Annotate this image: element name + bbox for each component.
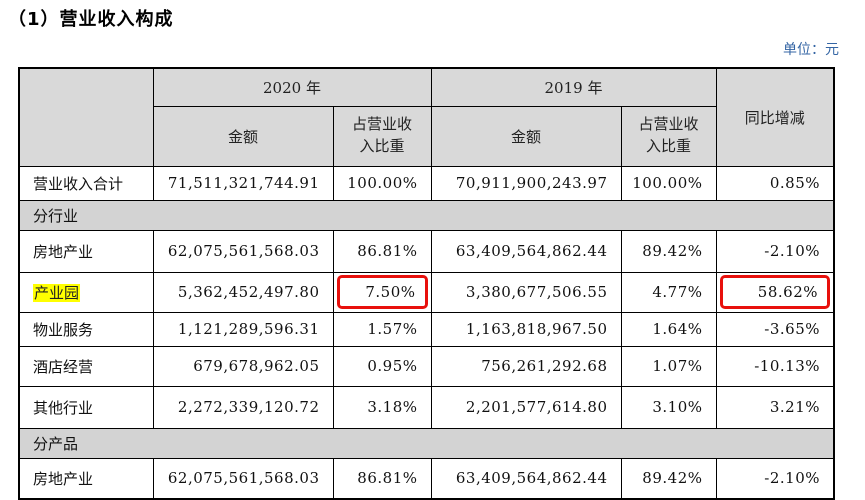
section-row-by-industry: 分行业: [18, 199, 835, 231]
share-2020: 0.95%: [332, 345, 432, 387]
table-row: 房地产业 62,075,561,568.03 86.81% 63,409,564…: [18, 229, 835, 273]
table-row-industrial-park: 产业园 5,362,452,497.80 7.50% 3,380,677,506…: [18, 271, 835, 313]
yoy-change: 3.21%: [715, 385, 835, 429]
header-share-2020-text: 占营业收入比重: [351, 115, 412, 155]
table-row: 营业收入合计 71,511,321,744.91 100.00% 70,911,…: [18, 165, 835, 201]
share-2020: 1.57%: [332, 311, 432, 347]
unit-label: 单位：元: [783, 42, 839, 58]
amount-2020: 62,075,561,568.03: [152, 457, 334, 500]
share-2020-value: 7.50%: [365, 283, 416, 301]
share-2019: 1.64%: [620, 311, 717, 347]
share-2019: 100.00%: [620, 165, 717, 201]
row-label: 产业园: [18, 271, 154, 313]
share-2020: 3.18%: [332, 385, 432, 429]
row-label: 物业服务: [18, 311, 154, 347]
section-label: 分产品: [18, 427, 835, 459]
yoy-change: 58.62%: [715, 271, 835, 313]
amount-2020: 62,075,561,568.03: [152, 229, 334, 273]
share-2019: 89.42%: [620, 229, 717, 273]
table-row: 酒店经营 679,678,962.05 0.95% 756,261,292.68…: [18, 345, 835, 387]
amount-2020: 2,272,339,120.72: [152, 385, 334, 429]
share-2020: 7.50%: [332, 271, 432, 313]
section-label: 分行业: [18, 199, 835, 231]
amount-2020: 71,511,321,744.91: [152, 165, 334, 201]
share-2020: 100.00%: [332, 165, 432, 201]
row-label: 营业收入合计: [18, 165, 154, 201]
amount-2019: 63,409,564,862.44: [430, 229, 622, 273]
page-title: （1）营业收入构成: [8, 9, 174, 30]
amount-2020: 1,121,289,596.31: [152, 311, 334, 347]
row-label: 酒店经营: [18, 345, 154, 387]
amount-2019: 70,911,900,243.97: [430, 165, 622, 201]
row-label: 其他行业: [18, 385, 154, 429]
amount-2019: 756,261,292.68: [430, 345, 622, 387]
share-2019: 3.10%: [620, 385, 717, 429]
red-annotation-box: 7.50%: [336, 275, 428, 309]
amount-2020: 679,678,962.05: [152, 345, 334, 387]
share-2019: 1.07%: [620, 345, 717, 387]
header-row-years: 2020 年 2019 年 同比增减: [18, 67, 835, 167]
section-row-by-product: 分产品: [18, 427, 835, 459]
header-corner-cell: [18, 67, 154, 167]
share-2020: 86.81%: [332, 229, 432, 273]
header-amount-2020: 金额: [152, 105, 334, 167]
header-row-subcolumns: 金额 占营业收入比重 金额 占营业收入比重: [19, 105, 834, 167]
amount-2019: 2,201,577,614.80: [430, 385, 622, 429]
yoy-value: 58.62%: [757, 283, 818, 301]
share-2020: 86.81%: [332, 457, 432, 500]
header-yoy: 同比增减: [715, 67, 835, 167]
amount-2020: 5,362,452,497.80: [152, 271, 334, 313]
row-label: 房地产业: [18, 457, 154, 500]
red-annotation-box: 58.62%: [719, 275, 830, 309]
header-share-2019-text: 占营业收入比重: [638, 115, 699, 155]
revenue-composition-table: 2020 年 2019 年 同比增减 金额 占营业收入比重 金额 占营业收入比重…: [18, 67, 835, 500]
header-year-2020: 2020 年: [152, 67, 432, 107]
yoy-change: -2.10%: [715, 229, 835, 273]
yoy-change: -2.10%: [715, 457, 835, 500]
table-row: 房地产业 62,075,561,568.03 86.81% 63,409,564…: [18, 457, 835, 500]
header-amount-2019: 金额: [430, 105, 622, 167]
header-share-2020: 占营业收入比重: [332, 105, 432, 167]
share-2019: 4.77%: [620, 271, 717, 313]
header-year-2019: 2019 年: [430, 67, 717, 107]
yoy-change: 0.85%: [715, 165, 835, 201]
yoy-change: -3.65%: [715, 311, 835, 347]
yoy-change: -10.13%: [715, 345, 835, 387]
amount-2019: 3,380,677,506.55: [430, 271, 622, 313]
share-2019: 89.42%: [620, 457, 717, 500]
amount-2019: 1,163,818,967.50: [430, 311, 622, 347]
row-label: 房地产业: [18, 229, 154, 273]
header-share-2019: 占营业收入比重: [620, 105, 717, 167]
highlighted-label: 产业园: [33, 283, 81, 302]
table-row: 其他行业 2,272,339,120.72 3.18% 2,201,577,61…: [18, 385, 835, 429]
table-row: 物业服务 1,121,289,596.31 1.57% 1,163,818,96…: [18, 311, 835, 347]
amount-2019: 63,409,564,862.44: [430, 457, 622, 500]
